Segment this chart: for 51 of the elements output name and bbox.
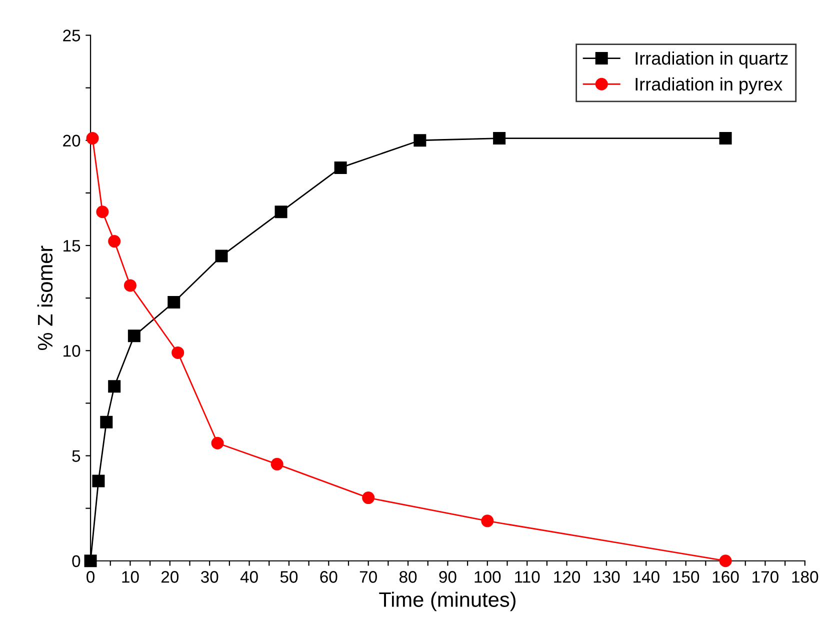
- x-tick-label: 100: [474, 571, 501, 583]
- y-tick-label: 15: [64, 240, 80, 252]
- x-tick-label: 50: [280, 571, 298, 583]
- y-axis-title: % Z isomer: [37, 246, 53, 350]
- x-tick-label: 10: [122, 571, 139, 583]
- legend-label: Irradiation in pyrex: [636, 77, 782, 94]
- point: [168, 296, 180, 309]
- x-tick-label: 150: [673, 571, 700, 583]
- x-tick-label: 0: [86, 571, 95, 583]
- point: [128, 330, 140, 342]
- point: [493, 132, 506, 145]
- point: [108, 235, 121, 248]
- x-tick-label: 140: [634, 571, 660, 583]
- x-tick-label: 130: [594, 571, 620, 583]
- x-axis-title: Time (minutes): [379, 592, 516, 612]
- legend-label: Irradiation in quartz: [636, 52, 788, 68]
- x-tick-label: 180: [792, 571, 818, 583]
- point: [334, 161, 347, 174]
- point: [86, 132, 99, 145]
- x-tick-label: 120: [554, 571, 580, 583]
- x-tick-label: 60: [320, 571, 338, 583]
- x-tick-label: 80: [399, 571, 417, 583]
- x-tick-label: 70: [360, 571, 377, 583]
- point: [362, 492, 375, 504]
- x-tick-label: 160: [712, 571, 739, 583]
- point: [124, 279, 136, 292]
- point: [481, 514, 494, 528]
- y-tick-label: 0: [72, 555, 80, 568]
- y-tick-label: 10: [64, 345, 80, 357]
- x-tick-label: 30: [200, 571, 218, 583]
- x-tick-label: 90: [439, 571, 456, 583]
- point: [274, 206, 288, 218]
- point: [719, 554, 732, 568]
- point: [108, 380, 121, 393]
- y-tick-label: 20: [63, 134, 80, 147]
- y-tick-label: 5: [72, 450, 80, 462]
- point: [270, 458, 284, 470]
- point: [96, 206, 109, 218]
- point: [215, 250, 228, 262]
- x-tick-label: 110: [515, 571, 540, 583]
- x-tick-label: 20: [161, 571, 179, 583]
- point: [172, 346, 184, 359]
- point: [414, 134, 426, 147]
- x-tick-label: 40: [240, 571, 258, 583]
- point: [84, 554, 97, 568]
- point: [211, 436, 224, 450]
- x-tick-label: 170: [752, 571, 778, 583]
- point: [719, 132, 732, 145]
- point: [100, 416, 113, 428]
- y-tick-label: 25: [63, 30, 80, 42]
- point: [92, 474, 105, 488]
